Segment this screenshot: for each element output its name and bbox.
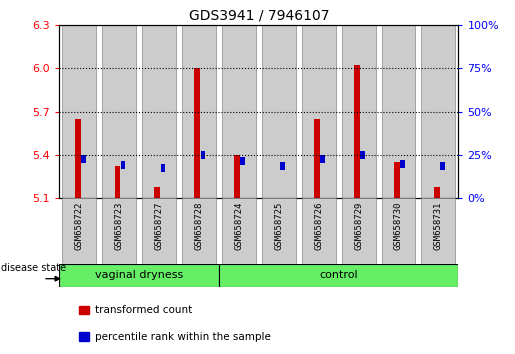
Bar <box>314 119 320 198</box>
Text: GSM658722: GSM658722 <box>75 201 83 250</box>
Bar <box>59 264 219 287</box>
Bar <box>241 157 245 165</box>
Bar <box>75 119 80 198</box>
Bar <box>102 25 136 198</box>
Bar <box>341 198 375 264</box>
Bar <box>421 25 455 198</box>
Bar <box>79 306 89 314</box>
Bar <box>360 151 365 159</box>
Bar <box>161 164 165 172</box>
Bar <box>382 25 416 198</box>
Text: GSM658731: GSM658731 <box>434 201 443 250</box>
Text: vaginal dryness: vaginal dryness <box>95 270 183 280</box>
Text: percentile rank within the sample: percentile rank within the sample <box>95 331 271 342</box>
Text: GSM658728: GSM658728 <box>195 201 203 250</box>
Bar <box>341 25 375 198</box>
Text: transformed count: transformed count <box>95 304 193 315</box>
Bar <box>142 25 176 198</box>
Title: GDS3941 / 7946107: GDS3941 / 7946107 <box>188 8 329 22</box>
Bar <box>222 25 256 198</box>
Bar <box>320 155 325 163</box>
Bar <box>262 198 296 264</box>
Bar <box>440 162 445 170</box>
Bar <box>62 25 96 198</box>
Text: GSM658727: GSM658727 <box>154 201 163 250</box>
Text: GSM658723: GSM658723 <box>115 201 124 250</box>
Bar <box>200 151 205 159</box>
Bar <box>421 198 455 264</box>
Bar <box>154 187 160 198</box>
Text: GSM658729: GSM658729 <box>354 201 363 250</box>
Bar <box>81 155 85 163</box>
Bar <box>121 161 126 169</box>
Bar <box>280 162 285 170</box>
Text: GSM658726: GSM658726 <box>314 201 323 250</box>
Bar <box>302 25 336 198</box>
Bar <box>114 166 121 198</box>
Text: disease state: disease state <box>2 263 66 273</box>
Text: GSM658730: GSM658730 <box>394 201 403 250</box>
Bar <box>302 198 336 264</box>
Bar <box>400 160 405 167</box>
Bar <box>394 162 400 198</box>
Bar <box>222 198 256 264</box>
Bar <box>182 25 216 198</box>
Bar <box>219 264 458 287</box>
Text: GSM658724: GSM658724 <box>234 201 243 250</box>
Bar <box>434 187 440 198</box>
Bar <box>194 68 200 198</box>
Bar <box>102 198 136 264</box>
Bar <box>382 198 416 264</box>
Bar <box>234 155 240 198</box>
Bar <box>182 198 216 264</box>
Bar <box>62 198 96 264</box>
Text: control: control <box>319 270 358 280</box>
Bar <box>79 332 89 341</box>
Bar <box>262 25 296 198</box>
Bar <box>354 65 360 198</box>
Bar <box>142 198 176 264</box>
Text: GSM658725: GSM658725 <box>274 201 283 250</box>
